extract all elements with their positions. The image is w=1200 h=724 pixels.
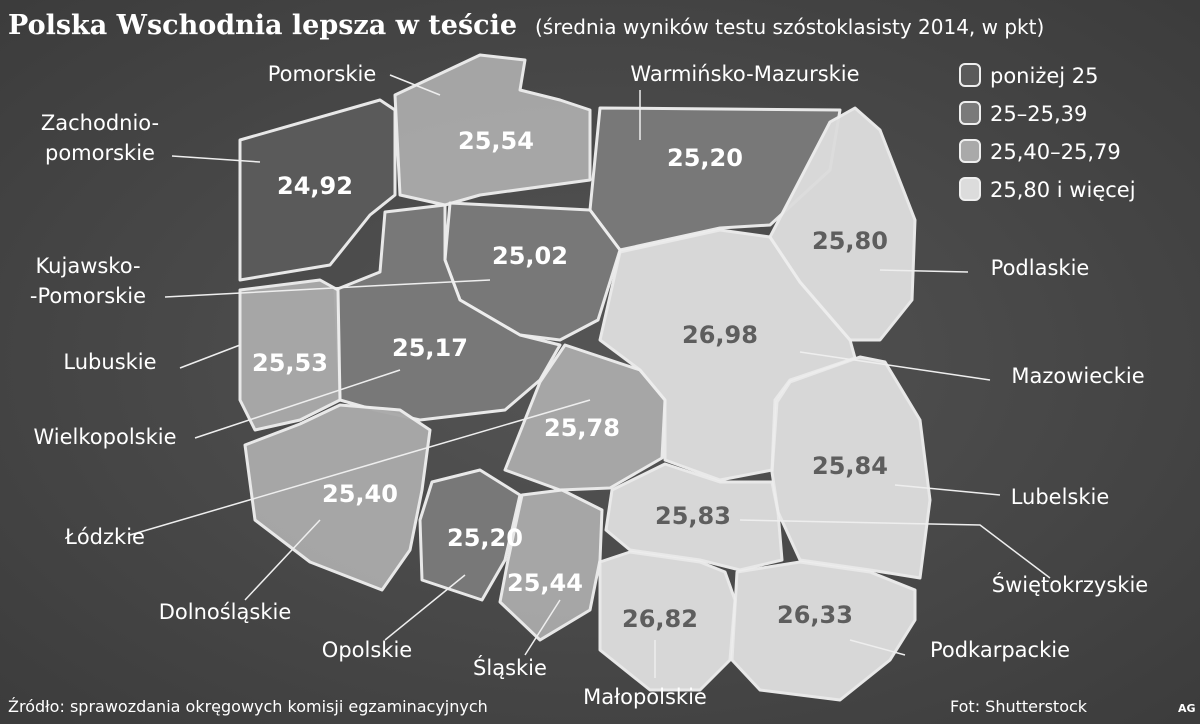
- leader-line: [849, 639, 906, 656]
- region-value: 25,20: [667, 144, 743, 172]
- region-name: Małopolskie: [583, 685, 707, 709]
- region-name: Pomorskie: [268, 62, 377, 86]
- region-name: Lubelskie: [1011, 485, 1110, 509]
- source: Źródło: sprawozdania okręgowych komisji …: [8, 697, 488, 716]
- region-name: Mazowieckie: [1011, 364, 1144, 388]
- region-name: Warmińsko-Mazurskie: [630, 62, 859, 86]
- leader-line: [129, 399, 591, 536]
- region-value: 26,98: [682, 321, 758, 349]
- region: [243, 403, 432, 592]
- region-value: 25,78: [544, 414, 620, 442]
- region-value: 25,20: [447, 524, 523, 552]
- leader-line: [194, 369, 401, 439]
- region-name: Śląskie: [473, 655, 547, 680]
- leader-line: [879, 269, 969, 273]
- legend-label: 25,80 i więcej: [990, 178, 1136, 202]
- legend-label: 25–25,39: [990, 102, 1087, 126]
- legend-swatch: [959, 177, 981, 201]
- region-name: Kujawsko-: [35, 254, 140, 278]
- leader-line: [164, 279, 491, 298]
- leader-line: [524, 599, 561, 656]
- region: [498, 488, 604, 642]
- region-value: 25,02: [492, 242, 568, 270]
- author: AG: [1178, 702, 1196, 715]
- leader-line: [244, 519, 321, 601]
- region: [418, 468, 522, 602]
- legend-label: 25,40–25,79: [990, 140, 1121, 164]
- region-name: pomorskie: [45, 141, 155, 165]
- leader-line: [799, 351, 991, 381]
- region-value: 26,33: [777, 601, 853, 629]
- leader-line: [171, 155, 261, 163]
- region-name: Wielkopolskie: [33, 425, 176, 449]
- region: [730, 560, 917, 702]
- legend-label: poniżej 25: [990, 64, 1099, 88]
- leader-line: [389, 74, 441, 96]
- leader-line: [739, 519, 1051, 579]
- legend-swatch: [959, 63, 981, 87]
- region-value: 25,84: [812, 452, 888, 480]
- region-value: 25,44: [507, 569, 583, 597]
- region-value: 25,80: [812, 227, 888, 255]
- region-name: Zachodnio-: [41, 111, 159, 135]
- region-name: Dolnośląskie: [159, 600, 292, 624]
- region-value: 25,54: [458, 127, 534, 155]
- region-value: 25,40: [322, 480, 398, 508]
- region: [393, 53, 592, 207]
- region-value: 24,92: [277, 172, 353, 200]
- region-name: -Pomorskie: [30, 284, 146, 308]
- region-name: Opolskie: [322, 638, 412, 662]
- region: [238, 98, 397, 282]
- region: [238, 278, 342, 432]
- region: [768, 106, 917, 342]
- legend-swatch: [959, 139, 981, 163]
- region: [604, 462, 784, 572]
- region-value: 26,82: [622, 605, 698, 633]
- region-name: Świętokrzyskie: [992, 572, 1148, 597]
- region-name: Podkarpackie: [930, 638, 1070, 662]
- photo-credit: Fot: Shutterstock: [950, 697, 1088, 716]
- region-name: Lubuskie: [63, 350, 156, 374]
- region-value: 25,17: [392, 334, 468, 362]
- legend-swatch: [959, 101, 981, 125]
- region-name: Podlaskie: [991, 256, 1090, 280]
- region-value: 25,83: [655, 502, 731, 530]
- region-value: 25,53: [252, 349, 328, 377]
- leader-line: [179, 344, 241, 369]
- leader-line: [384, 574, 466, 641]
- leader-line: [894, 484, 1001, 496]
- region-name: Łódzkie: [64, 525, 145, 549]
- subtitle: (średnia wyników testu szóstoklasisty 20…: [535, 15, 1044, 39]
- title: Polska Wschodnia lepsza w teście: [8, 10, 517, 41]
